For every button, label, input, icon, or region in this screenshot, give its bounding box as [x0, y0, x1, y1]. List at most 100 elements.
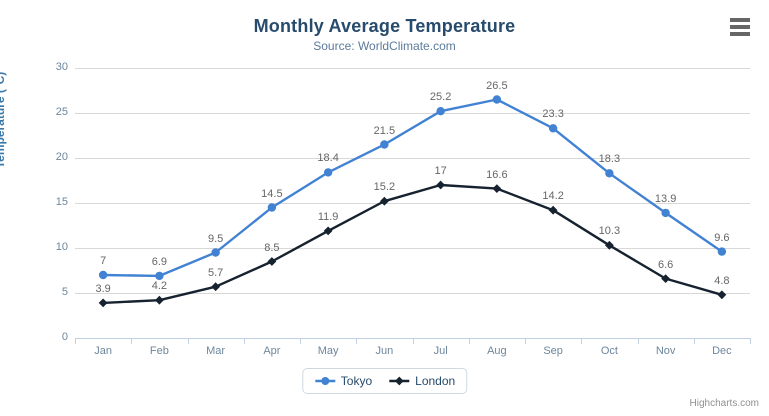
data-point-london-jun[interactable]	[379, 196, 389, 206]
x-axis-tick	[525, 338, 526, 344]
y-axis-tick-label: 10	[55, 241, 68, 253]
gridline	[75, 113, 750, 114]
x-axis-tick	[131, 338, 133, 344]
x-axis-tick-label: Feb	[149, 345, 169, 357]
gridline	[75, 248, 750, 249]
chart-subtitle: Source: WorldClimate.com	[313, 39, 456, 53]
x-axis-tick-label: Aug	[487, 345, 507, 357]
data-point-london-nov[interactable]	[661, 274, 671, 283]
x-axis-tick	[300, 338, 301, 344]
data-point-tokyo-jun[interactable]	[380, 140, 389, 149]
x-axis-tick-label: Apr	[263, 345, 281, 357]
data-point-london-mar[interactable]	[211, 282, 221, 292]
x-axis-tick-label: May	[317, 345, 339, 357]
x-axis-tick-label: Jul	[433, 345, 448, 357]
data-label-london-apr: 8.5	[264, 241, 280, 254]
x-axis-tick	[243, 338, 245, 344]
menu-bar-3	[730, 32, 750, 36]
data-point-london-may[interactable]	[323, 226, 333, 236]
menu-bar-2	[730, 25, 750, 29]
y-axis-tick-label: 30	[55, 61, 68, 73]
data-label-tokyo-dec: 9.6	[714, 231, 730, 244]
data-label-london-jan: 3.9	[95, 282, 111, 295]
legend-item-tokyo[interactable]: Tokyo	[314, 374, 372, 388]
data-point-tokyo-feb[interactable]	[155, 271, 164, 281]
legend-marker-diamond-icon	[389, 376, 410, 386]
y-axis-tick-label: 0	[61, 331, 68, 343]
legend-label: London	[415, 374, 456, 388]
x-axis-tick	[693, 338, 695, 344]
menu-bar-1	[730, 18, 750, 22]
data-point-london-dec[interactable]	[717, 290, 727, 300]
x-axis-tick	[412, 338, 414, 344]
data-label-london-dec: 4.8	[714, 274, 730, 287]
data-label-tokyo-apr: 14.5	[261, 187, 283, 200]
data-point-london-feb[interactable]	[154, 295, 164, 305]
x-axis-tick-label: Oct	[600, 345, 618, 357]
data-point-tokyo-aug[interactable]	[492, 95, 502, 104]
data-label-tokyo-sep: 23.3	[542, 108, 564, 121]
x-axis-tick	[750, 338, 751, 344]
data-point-tokyo-jul[interactable]	[436, 107, 445, 116]
data-label-tokyo-feb: 6.9	[151, 255, 168, 268]
data-label-london-may: 11.9	[317, 210, 339, 223]
data-label-tokyo-mar: 9.5	[207, 232, 224, 245]
data-label-tokyo-aug: 26.5	[486, 79, 508, 92]
data-point-london-jul[interactable]	[436, 180, 446, 190]
chart-title: Monthly Average Temperature	[253, 16, 516, 36]
x-axis-tick-label: Dec	[712, 345, 732, 357]
data-label-tokyo-jul: 25.2	[429, 91, 452, 104]
data-label-london-nov: 6.6	[657, 258, 674, 271]
data-point-tokyo-apr[interactable]	[267, 203, 277, 212]
data-point-tokyo-nov[interactable]	[661, 208, 670, 218]
chart-legend: Tokyo London	[301, 368, 468, 394]
gridline	[75, 158, 750, 159]
series-line-london	[101, 183, 724, 305]
data-point-tokyo-oct[interactable]	[605, 169, 614, 178]
data-point-tokyo-dec[interactable]	[717, 247, 727, 256]
gridline	[75, 68, 750, 69]
credits-label[interactable]: Highcharts.com	[689, 398, 759, 409]
x-axis-tick	[187, 338, 189, 344]
hamburger-menu-icon[interactable]	[727, 17, 753, 37]
y-axis-tick-label: 5	[61, 286, 68, 298]
x-axis-tick-label: Mar	[206, 345, 226, 357]
data-point-london-apr[interactable]	[267, 257, 277, 266]
data-label-london-aug: 16.6	[486, 168, 508, 181]
data-label-london-mar: 5.7	[207, 266, 224, 279]
x-axis-tick	[637, 338, 639, 344]
data-label-tokyo-jun: 21.5	[373, 124, 396, 137]
x-axis-tick	[581, 338, 583, 344]
x-axis-tick-label: Jan	[94, 345, 112, 357]
y-axis-tick-label: 20	[55, 151, 68, 163]
x-axis-tick-label: Sep	[543, 345, 563, 357]
gridline	[75, 203, 750, 204]
data-point-tokyo-may[interactable]	[323, 168, 333, 177]
data-point-london-jan[interactable]	[98, 298, 108, 308]
x-axis-tick	[75, 338, 76, 344]
data-label-london-oct: 10.3	[598, 225, 621, 238]
data-label-london-feb: 4.2	[151, 280, 168, 293]
data-point-tokyo-mar[interactable]	[211, 248, 220, 257]
data-label-london-sep: 14.2	[542, 190, 564, 203]
y-axis-tick-label: 15	[55, 196, 68, 208]
data-label-tokyo-oct: 18.3	[598, 153, 621, 166]
data-point-london-aug[interactable]	[492, 184, 502, 193]
data-point-london-oct[interactable]	[604, 240, 614, 250]
data-label-tokyo-may: 18.4	[317, 152, 339, 165]
legend-item-london[interactable]: London	[388, 374, 455, 388]
legend-label: Tokyo	[340, 374, 373, 388]
series-line-tokyo	[101, 98, 724, 278]
gridline	[75, 293, 750, 294]
legend-marker-circle-icon	[314, 377, 335, 385]
x-axis-tick-label: Jun	[375, 345, 394, 357]
x-axis-tick	[356, 338, 358, 344]
data-point-tokyo-sep[interactable]	[548, 124, 558, 133]
data-label-london-jul: 17	[434, 165, 447, 177]
data-label-tokyo-jan: 7	[100, 255, 107, 267]
x-axis-tick	[468, 338, 470, 344]
data-point-london-sep[interactable]	[548, 205, 558, 215]
data-point-tokyo-jan[interactable]	[98, 270, 108, 280]
